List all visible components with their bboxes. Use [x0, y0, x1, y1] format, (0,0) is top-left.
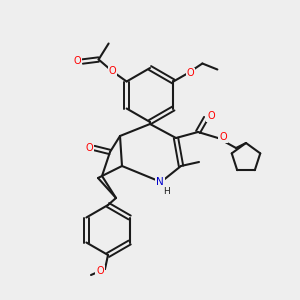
Text: N: N [156, 177, 164, 187]
Text: O: O [219, 132, 227, 142]
Text: O: O [96, 266, 104, 276]
Text: O: O [109, 67, 116, 76]
Text: O: O [207, 111, 215, 121]
Text: O: O [85, 143, 93, 153]
Text: O: O [187, 68, 194, 79]
Text: O: O [74, 56, 81, 67]
Text: H: H [164, 187, 170, 196]
